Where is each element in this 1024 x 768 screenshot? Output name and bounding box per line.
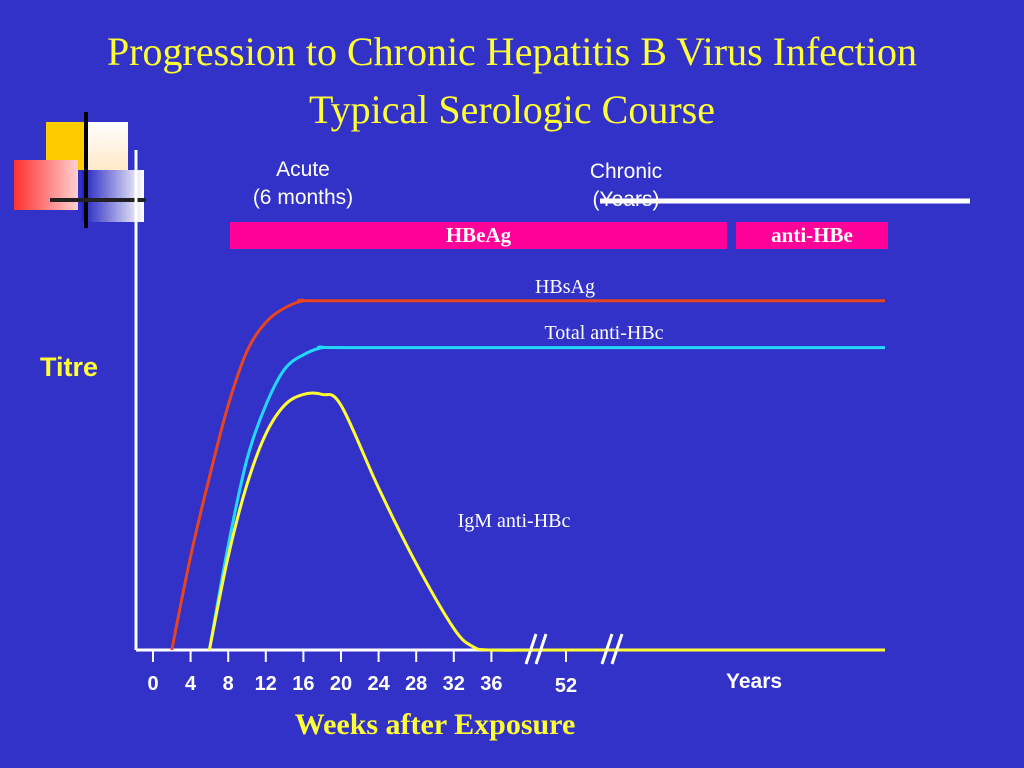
x-tick-label: 8	[223, 673, 234, 695]
x-tick-label: 16	[292, 673, 314, 695]
series-line-hbsag	[170, 298, 885, 651]
x-tick-label: 32	[443, 673, 465, 695]
deco-horizontal-line	[50, 198, 146, 202]
deco-white-square	[86, 122, 128, 170]
x-tick-label: 36	[480, 673, 502, 695]
series-lines	[170, 298, 885, 652]
x-extra-label-years: Years	[726, 670, 783, 693]
band-hbeag: HBeAg	[230, 222, 727, 249]
x-tick-label: 28	[405, 673, 427, 695]
x-axis-ticks: 0 4 8 12 16 20 24 28 32 36 52	[147, 650, 577, 697]
series-label: HBsAg	[535, 276, 595, 298]
phase-chronic-line1: Chronic	[589, 160, 663, 183]
axis-breaks	[524, 633, 624, 665]
x-tick-label: 12	[255, 673, 277, 695]
slide-subtitle: Typical Serologic Course	[309, 87, 715, 132]
series-line-igm-anti-hbc	[207, 391, 885, 652]
series-label: Total anti-HBc	[544, 322, 663, 344]
series-line-total-anti-hbc	[207, 345, 885, 651]
x-tick-label: 20	[330, 673, 352, 695]
x-tick-label: 52	[555, 675, 577, 697]
x-axis-label: Weeks after Exposure	[294, 708, 576, 741]
decorative-squares	[10, 110, 150, 230]
y-axis-label: Titre	[40, 352, 99, 382]
deco-vertical-line	[84, 112, 88, 228]
x-tick-label: 24	[367, 673, 390, 695]
phase-acute-line1: Acute	[276, 158, 330, 181]
deco-blue-square	[82, 170, 144, 222]
slide-title: Progression to Chronic Hepatitis B Virus…	[106, 29, 918, 74]
band-anti-hbe: anti-HBe	[736, 222, 888, 249]
x-tick-label: 4	[185, 673, 197, 695]
axis-break-mark	[524, 633, 538, 665]
axis-break-mark	[600, 633, 614, 665]
axis-break-mark	[534, 633, 548, 665]
x-tick-label: 0	[147, 673, 158, 695]
axis-break-mark	[610, 633, 624, 665]
series-labels: HBsAg Total anti-HBc IgM anti-HBc	[458, 276, 664, 532]
series-label: IgM anti-HBc	[458, 510, 571, 532]
